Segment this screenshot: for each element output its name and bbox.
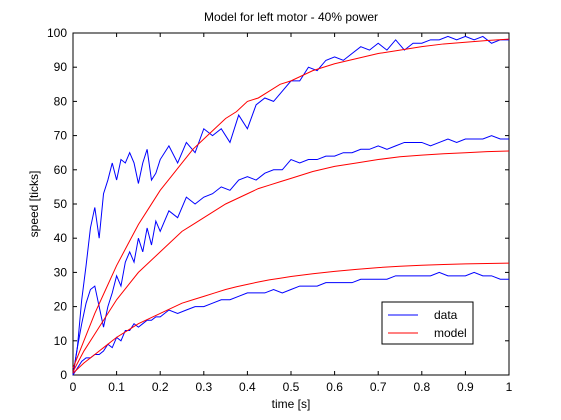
series-model-low: [72, 262, 510, 374]
y-tick-label: 60: [54, 163, 68, 177]
legend-label-data: data: [434, 308, 458, 322]
y-tick-label: 10: [54, 334, 68, 348]
x-axis-label: time [s]: [272, 397, 311, 411]
series-model-high: [72, 38, 510, 369]
x-tick-label: 1: [506, 380, 513, 394]
y-tick-label: 50: [54, 197, 68, 211]
x-tick-label: 0.5: [283, 380, 300, 394]
series-layer: [72, 35, 510, 376]
y-tick-label: 40: [54, 231, 68, 245]
y-tick-label: 30: [54, 265, 68, 279]
x-tick-label: 0.4: [239, 380, 256, 394]
legend: data model: [381, 301, 474, 345]
legend-box: [381, 301, 474, 345]
x-tick-label: 0: [70, 380, 77, 394]
x-tick-label: 0.3: [195, 380, 212, 394]
series-model-mid: [72, 150, 510, 372]
y-tick-label: 20: [54, 300, 68, 314]
legend-label-model: model: [434, 326, 467, 340]
x-tick-label: 0.1: [108, 380, 125, 394]
y-tick-label: 70: [54, 129, 68, 143]
x-tick-label: 0.9: [457, 380, 474, 394]
x-tick-label: 0.2: [152, 380, 169, 394]
series-data-mid: [72, 135, 509, 376]
x-tick-label: 0.8: [413, 380, 430, 394]
chart-title: Model for left motor - 40% power: [204, 10, 378, 24]
y-tick-label: 80: [54, 94, 68, 108]
y-tick-label: 90: [54, 60, 68, 74]
axis-ticks: 0 0.1 0.2 0.3 0.4 0.5 0.6 0.7 0.8 0.9 101020304050…: [47, 26, 513, 394]
y-tick-label: 100: [47, 26, 67, 40]
y-tick-label: 0: [60, 368, 67, 382]
x-tick-label: 0.6: [326, 380, 343, 394]
x-tick-label: 0.7: [370, 380, 387, 394]
y-axis-label: speed [ticks]: [27, 171, 41, 238]
series-data-high: [72, 35, 509, 376]
